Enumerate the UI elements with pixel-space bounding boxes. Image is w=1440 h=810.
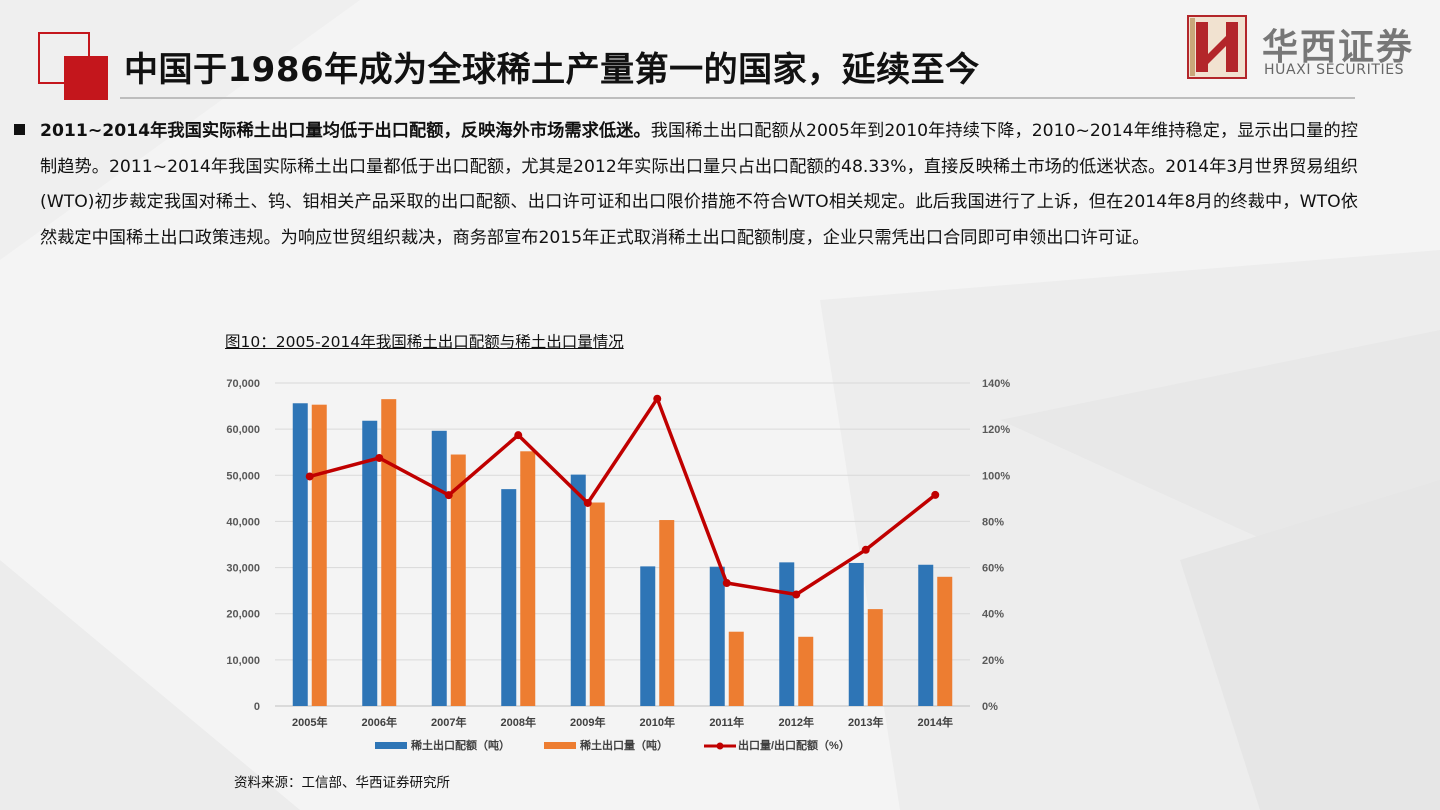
bar-quota <box>431 430 447 706</box>
bar-quota <box>292 403 308 706</box>
bar-export <box>311 404 327 706</box>
bullet-square <box>14 124 25 135</box>
huaxi-logo-icon <box>1187 15 1247 79</box>
left-axis-tick-label: 50,000 <box>226 470 260 482</box>
bar-export <box>798 636 814 706</box>
left-axis-tick-label: 30,000 <box>226 563 260 575</box>
bar-export <box>867 609 883 706</box>
right-axis-tick-label: 40% <box>982 609 1004 621</box>
left-axis-tick-label: 60,000 <box>226 424 260 436</box>
right-axis-tick-label: 20% <box>982 655 1004 667</box>
x-axis-tick-label: 2009年 <box>570 715 605 729</box>
ratio-point <box>722 579 731 588</box>
logo-name-en: HUAXI SECURITIES <box>1264 62 1405 78</box>
bar-quota <box>848 562 864 706</box>
right-axis-tick-label: 120% <box>982 424 1010 436</box>
x-axis-tick-label: 2010年 <box>640 715 675 729</box>
ratio-line <box>309 396 937 597</box>
bar-export <box>450 454 466 706</box>
huaxi-logo: 华西证券 HUAXI SECURITIES <box>1186 14 1436 82</box>
ratio-point <box>792 590 801 599</box>
ratio-point <box>583 498 592 507</box>
bar-quota <box>640 566 656 706</box>
x-axis-tick-label: 2006年 <box>362 715 397 729</box>
left-axis-tick-label: 20,000 <box>226 609 260 621</box>
title-decoration-square <box>64 56 108 100</box>
x-axis-tick-label: 2008年 <box>501 715 536 729</box>
legend-label-ratio: 出口量/出口配额（%） <box>738 738 850 752</box>
x-axis-tick-label: 2012年 <box>779 715 814 729</box>
page-title: 中国于1986年成为全球稀土产量第一的国家，延续至今 <box>124 50 980 90</box>
body-lead-bold: 2011~2014年我国实际稀土出口量均低于出口配额，反映海外市场需求低迷。 <box>40 121 651 141</box>
left-axis-tick-label: 10,000 <box>226 655 260 667</box>
bar-export <box>381 399 397 706</box>
bar-export <box>728 631 744 706</box>
ratio-point <box>514 431 523 440</box>
legend-label-quota: 稀土出口配额（吨） <box>411 738 510 752</box>
x-axis-tick-label: 2014年 <box>918 715 953 729</box>
bar-quota <box>501 489 517 706</box>
right-axis-tick-label: 60% <box>982 563 1004 575</box>
logo-name-cn: 华西证券 <box>1262 26 1415 68</box>
ratio-point <box>653 394 662 403</box>
right-axis-tick-label: 100% <box>982 470 1010 482</box>
bar-quota <box>362 420 378 706</box>
bar-export <box>589 502 605 706</box>
bar-quota <box>709 566 725 706</box>
left-axis-tick-label: 40,000 <box>226 516 260 528</box>
legend-marker-ratio <box>716 742 724 750</box>
x-axis-tick-label: 2005年 <box>292 715 327 729</box>
figure-source: 资料来源：工信部、华西证券研究所 <box>234 775 450 791</box>
ratio-point <box>931 490 940 499</box>
body-paragraph: 2011~2014年我国实际稀土出口量均低于出口配额，反映海外市场需求低迷。我国… <box>40 114 1358 256</box>
x-axis-tick-label: 2007年 <box>431 715 466 729</box>
right-axis-tick-label: 0% <box>982 701 998 713</box>
x-axis-tick-label: 2013年 <box>848 715 883 729</box>
right-axis-tick-label: 80% <box>982 516 1004 528</box>
bar-quota <box>918 564 934 706</box>
left-axis-tick-label: 70,000 <box>226 378 260 390</box>
legend-label-export: 稀土出口量（吨） <box>580 738 668 752</box>
ratio-point <box>444 491 453 500</box>
bar-export <box>520 451 536 706</box>
bar-export <box>937 576 953 706</box>
figure-caption: 图10：2005-2014年我国稀土出口配额与稀土出口量情况 <box>225 333 624 351</box>
x-axis-tick-label: 2011年 <box>709 715 744 729</box>
ratio-point <box>375 453 384 462</box>
bar-quota <box>779 562 795 706</box>
ratio-point <box>305 472 314 481</box>
right-axis-tick-label: 140% <box>982 378 1010 390</box>
title-divider <box>120 97 1355 99</box>
ratio-point <box>861 545 870 554</box>
legend-swatch-quota <box>375 742 407 749</box>
body-text: 我国稀土出口配额从2005年到2010年持续下降，2010~2014年维持稳定，… <box>40 121 1358 248</box>
left-axis-tick-label: 0 <box>254 701 260 713</box>
legend-swatch-export <box>544 742 576 749</box>
bar-export <box>659 520 675 706</box>
bar-quota <box>570 474 586 706</box>
